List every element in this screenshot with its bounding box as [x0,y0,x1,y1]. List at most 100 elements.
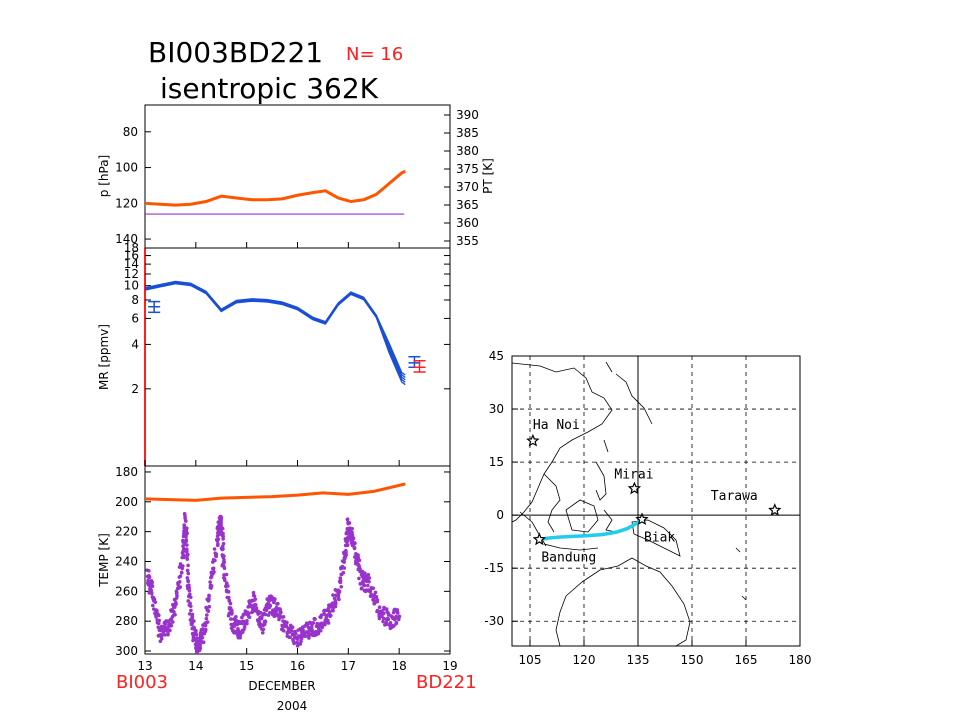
temperature-point [212,547,217,551]
temperature-point [299,639,303,644]
temp-y-tick-label: 180 [115,465,138,479]
map-x-tick-label: 180 [789,653,812,667]
temperature-point [219,520,223,525]
map-x-tick-label: 120 [573,653,596,667]
end-station-label: BD221 [416,672,477,693]
temperature-point [279,610,283,615]
temperature-point [357,563,361,568]
map-y-tick-label: 15 [489,455,504,469]
temperature-point [381,616,386,621]
mixing-ratio-series-line [144,282,406,383]
temperature-point [300,634,305,638]
pressure-y-label: p [hPa] [97,155,111,197]
temperature-point [182,511,187,516]
mr-y-tick-label: 14 [124,257,139,271]
temperature-point [192,626,196,631]
temperature-point [174,602,178,606]
temperature-point [338,580,343,585]
temperature-point [163,633,167,637]
temperature-point [219,516,224,520]
temperature-point [245,618,249,623]
temperature-point [221,531,225,536]
temperature-point [220,526,225,531]
temperature-point [327,610,332,614]
temp-y-tick-label: 260 [115,584,138,598]
temperature-point [209,586,213,590]
temperature-point [184,549,189,554]
temperature-point [189,622,194,627]
temperature-point [359,586,364,590]
temperature-point [344,543,348,548]
map-x-tick-label: 105 [519,653,542,667]
temperature-point [395,611,400,615]
temperature-point [263,612,268,617]
temperature-point [163,622,168,626]
temperature-point [205,613,209,617]
temperature-point [190,616,195,620]
mixing-ratio-series-line [144,283,406,386]
pressure-panel: p [hPa] PT [K] 80 100 120 140 355 360 365 370 37… [97,104,495,249]
map-y-tick-label: -30 [484,614,504,628]
temperature-point [183,519,188,523]
temperature-point [204,627,208,632]
temperature-point [397,614,402,619]
temperature-point [188,601,192,606]
station-star-icon [627,481,642,495]
x-tick-label: 13 [137,659,152,673]
temperature-point [147,575,152,580]
temperature-point [235,632,239,636]
potential-temperature-y-label: PT [K] [481,158,495,194]
temperature-point [339,584,344,589]
temperature-point [180,564,185,568]
temperature-point [357,558,362,563]
pt-y-tick-label: 370 [456,180,479,194]
temperature-point [185,557,190,561]
temperature-point [353,541,357,546]
station-star-icon [768,503,782,516]
start-station-label: BI003 [116,672,168,693]
temperature-point [268,604,273,608]
temperature-point [301,628,305,632]
trajectory-path [539,517,643,542]
temperature-point [391,624,396,628]
temperature-point [200,635,205,640]
temperature-point [245,621,249,626]
mixing-ratio-y-label: MR [ppmv] [97,324,111,390]
temperature-point [151,603,155,608]
temperature-point [186,571,191,576]
temperature-point [396,617,401,622]
temperature-point [303,634,308,639]
temperature-point [197,647,202,652]
temperature-point [185,568,190,573]
temperature-point [380,614,384,618]
temperature-point [198,643,202,647]
temperature-point [290,625,295,630]
mr-y-tick-label: 18 [124,241,139,255]
temperature-point [261,627,266,632]
sample-count-label: N= 16 [346,44,403,65]
temperature-point [203,623,207,628]
temperature-point [259,616,264,620]
station-label: Biak [644,530,675,545]
pressure-series-line [144,169,406,207]
temperature-point [226,595,231,600]
temperature-point [184,526,189,531]
temperature-point [151,597,156,601]
temperature-point [272,598,277,603]
temperature-point [323,620,328,625]
temperature-point [254,606,259,610]
temperature-point [171,620,175,624]
temperature-point [207,604,212,609]
temperature-point [345,517,350,522]
temperature-point [295,644,300,648]
temperature-point [342,560,346,564]
figure-subtitle: isentropic 362K [160,72,379,105]
temperature-point [381,611,386,616]
temperature-point [213,558,217,563]
temperature-point [205,620,210,624]
temperature-point [169,623,174,628]
temperature-point [194,628,198,633]
temperature-point [309,625,314,630]
map-x-tick-label: 150 [681,653,704,667]
